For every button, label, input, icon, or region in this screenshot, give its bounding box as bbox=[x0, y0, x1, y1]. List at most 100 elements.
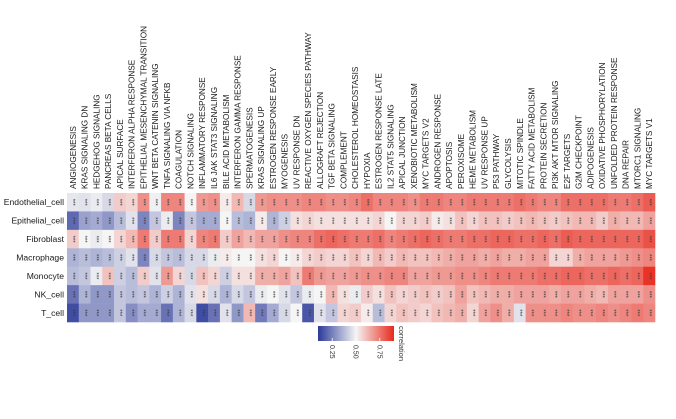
heatmap-cell bbox=[408, 303, 421, 323]
significance-marker: *** bbox=[445, 217, 451, 225]
significance-marker: *** bbox=[93, 272, 99, 280]
significance-marker: *** bbox=[634, 217, 640, 225]
heatmap-cell bbox=[219, 193, 232, 212]
colorbar bbox=[318, 326, 394, 341]
column-label: EPITHELIAL MESENCHYMAL TRANSITION bbox=[139, 26, 148, 189]
significance-marker: *** bbox=[551, 236, 557, 244]
heatmap-cell bbox=[419, 229, 432, 249]
heatmap-cell bbox=[560, 229, 573, 249]
heatmap-cell bbox=[384, 266, 397, 286]
significance-marker: *** bbox=[316, 254, 322, 262]
heatmap-cell bbox=[408, 285, 421, 304]
heatmap-cell bbox=[302, 193, 315, 212]
significance-marker: *** bbox=[587, 236, 593, 244]
heatmap-cell bbox=[396, 229, 409, 249]
significance-marker: *** bbox=[598, 199, 604, 207]
heatmap-cell bbox=[372, 285, 385, 304]
significance-marker: *** bbox=[304, 217, 310, 225]
significance-marker: *** bbox=[304, 199, 310, 207]
heatmap-cell bbox=[313, 211, 327, 231]
heatmap-cell bbox=[231, 303, 244, 323]
significance-marker: *** bbox=[222, 254, 228, 262]
heatmap-cell bbox=[313, 229, 327, 249]
heatmap-cell bbox=[560, 303, 573, 323]
significance-marker: *** bbox=[563, 309, 569, 317]
significance-marker: *** bbox=[187, 309, 193, 317]
significance-marker: *** bbox=[398, 236, 404, 244]
heatmap-cell bbox=[313, 248, 327, 268]
significance-marker: *** bbox=[163, 254, 169, 262]
heatmap-cell bbox=[78, 193, 91, 212]
heatmap-cell bbox=[619, 266, 632, 286]
heatmap-cell bbox=[349, 248, 362, 268]
heatmap-cell bbox=[266, 266, 279, 286]
significance-marker: *** bbox=[539, 236, 545, 244]
significance-marker: *** bbox=[163, 236, 169, 244]
column-label: HYPOXIA bbox=[363, 152, 372, 189]
significance-marker: *** bbox=[363, 272, 369, 280]
heatmap-cell bbox=[478, 193, 491, 212]
significance-marker: *** bbox=[234, 199, 240, 207]
heatmap-cell bbox=[78, 285, 91, 304]
column-label: WNT BETA CATENIN SIGNALING bbox=[151, 63, 160, 189]
heatmap-cell bbox=[408, 266, 421, 286]
significance-marker: *** bbox=[351, 291, 357, 299]
significance-marker: *** bbox=[340, 199, 346, 207]
column-label: INTERFERON ALPHA RESPONSE bbox=[128, 59, 137, 189]
significance-marker: *** bbox=[140, 291, 146, 299]
significance-marker: *** bbox=[481, 217, 487, 225]
heatmap-cell bbox=[419, 248, 432, 268]
heatmap-cell bbox=[455, 229, 468, 249]
heatmap-cell bbox=[361, 193, 374, 212]
heatmap-cell bbox=[172, 266, 185, 286]
significance-marker: *** bbox=[492, 236, 498, 244]
significance-marker: *** bbox=[340, 236, 346, 244]
heatmap-cell bbox=[537, 229, 550, 249]
significance-marker: *** bbox=[293, 309, 299, 317]
significance-marker: *** bbox=[93, 309, 99, 317]
column-label: KRAS SIGNALING UP bbox=[257, 106, 266, 189]
significance-marker: *** bbox=[175, 291, 181, 299]
significance-marker: *** bbox=[163, 217, 169, 225]
heatmap-cell bbox=[102, 229, 115, 249]
significance-marker: *** bbox=[575, 291, 581, 299]
significance-marker: *** bbox=[551, 291, 557, 299]
column-label: REACTIVE OXYGEN SPECIES PATHWAY bbox=[304, 32, 313, 189]
heatmap-cell bbox=[490, 266, 503, 286]
significance-marker: *** bbox=[457, 272, 463, 280]
significance-marker: *** bbox=[210, 272, 216, 280]
significance-marker: *** bbox=[69, 199, 75, 207]
significance-marker: *** bbox=[210, 236, 216, 244]
significance-marker: *** bbox=[622, 217, 628, 225]
significance-marker: *** bbox=[457, 217, 463, 225]
significance-marker: *** bbox=[245, 272, 251, 280]
heatmap-cell bbox=[266, 248, 279, 268]
heatmap-cell bbox=[478, 285, 491, 304]
significance-marker: *** bbox=[269, 254, 275, 262]
heatmap-cell bbox=[302, 285, 315, 304]
significance-marker: *** bbox=[481, 199, 487, 207]
heatmap-cell bbox=[266, 303, 279, 323]
heatmap-cell bbox=[90, 266, 103, 286]
heatmap-cell bbox=[325, 285, 338, 304]
column-label: P53 PATHWAY bbox=[492, 133, 501, 189]
significance-marker: *** bbox=[422, 217, 428, 225]
significance-marker: *** bbox=[539, 199, 545, 207]
heatmap-cell bbox=[443, 303, 456, 323]
significance-marker: *** bbox=[563, 254, 569, 262]
heatmap-cell bbox=[219, 211, 232, 231]
heatmap-cell bbox=[184, 285, 197, 304]
significance-marker: *** bbox=[422, 199, 428, 207]
significance-marker: *** bbox=[375, 217, 381, 225]
heatmap-cell bbox=[278, 229, 291, 249]
significance-marker: *** bbox=[363, 199, 369, 207]
heatmap-cell bbox=[67, 285, 80, 304]
row-labels: Endothelial_cell Epithelial_cell Fibroblas… bbox=[4, 197, 65, 318]
significance-marker: *** bbox=[422, 291, 428, 299]
significance-marker: *** bbox=[563, 199, 569, 207]
heatmap-cell bbox=[125, 285, 138, 304]
heatmap-cell bbox=[243, 248, 256, 268]
heatmap-cell bbox=[549, 248, 562, 268]
heatmap-cell bbox=[466, 303, 479, 323]
significance-marker: *** bbox=[210, 254, 216, 262]
